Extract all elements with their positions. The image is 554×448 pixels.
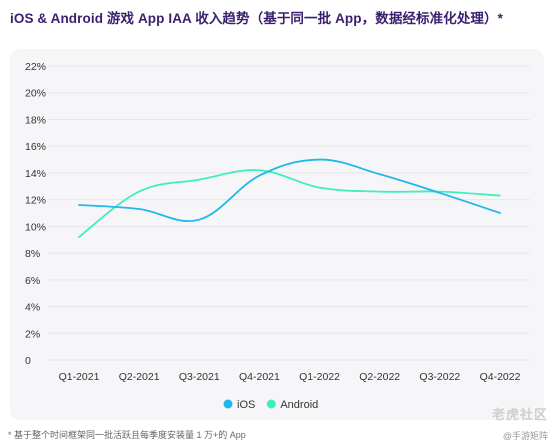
chart-card: 0 2% 4% 6% 8% 10% 12% 14% 16% 18% 20% 22% Q1-2021 Q2…	[10, 49, 544, 420]
y-tick-label: 4%	[25, 302, 40, 314]
x-axis-ticks: Q1-2021 Q2-2021 Q3-2021 Q4-2021 Q1-2022 Q2-20…	[59, 371, 521, 383]
legend-marker-ios	[223, 399, 233, 409]
y-tick-label: 22%	[25, 61, 46, 73]
watermark: 老虎社区 @手游矩阵	[492, 404, 548, 442]
legend-marker-android	[266, 399, 276, 409]
legend-label-android: Android	[280, 399, 318, 411]
y-tick-label: 16%	[25, 141, 46, 153]
y-tick-label: 12%	[25, 195, 46, 207]
x-tick-label: Q1-2021	[59, 371, 100, 383]
y-tick-label: 10%	[25, 221, 46, 233]
watermark-text: 老虎社区	[491, 407, 548, 422]
y-tick-label: 8%	[25, 248, 40, 260]
watermark-subtext: @手游矩阵	[502, 431, 548, 441]
legend-label-ios: iOS	[237, 399, 255, 411]
y-tick-label: 20%	[25, 88, 46, 100]
chart-title: iOS & Android 游戏 App IAA 收入趋势（基于同一批 App，…	[10, 11, 503, 26]
x-tick-label: Q2-2021	[119, 371, 160, 383]
y-tick-label: 0	[25, 355, 31, 367]
legend: iOS Android	[223, 399, 318, 411]
x-tick-label: Q3-2021	[179, 371, 220, 383]
x-tick-label: Q4-2022	[480, 371, 521, 383]
y-tick-label: 18%	[25, 114, 46, 126]
y-tick-label: 2%	[25, 328, 40, 340]
series-line-ios	[78, 158, 501, 222]
x-tick-label: Q1-2022	[299, 371, 340, 383]
line-chart: 0 2% 4% 6% 8% 10% 12% 14% 16% 18% 20% 22% Q1-2021 Q2…	[25, 61, 530, 411]
x-tick-label: Q2-2022	[359, 371, 400, 383]
footnote: * 基于整个时间框架同一批活跃且每季度安装量 1 万+的 App	[8, 430, 246, 440]
y-axis-ticks: 0 2% 4% 6% 8% 10% 12% 14% 16% 18% 20% 22%	[25, 61, 46, 367]
x-tick-label: Q4-2021	[239, 371, 280, 383]
series-lines	[78, 158, 501, 238]
x-tick-label: Q3-2022	[419, 371, 460, 383]
y-tick-label: 6%	[25, 275, 40, 287]
gridlines	[48, 65, 530, 361]
y-tick-label: 14%	[25, 168, 46, 180]
series-line-android	[78, 169, 501, 238]
